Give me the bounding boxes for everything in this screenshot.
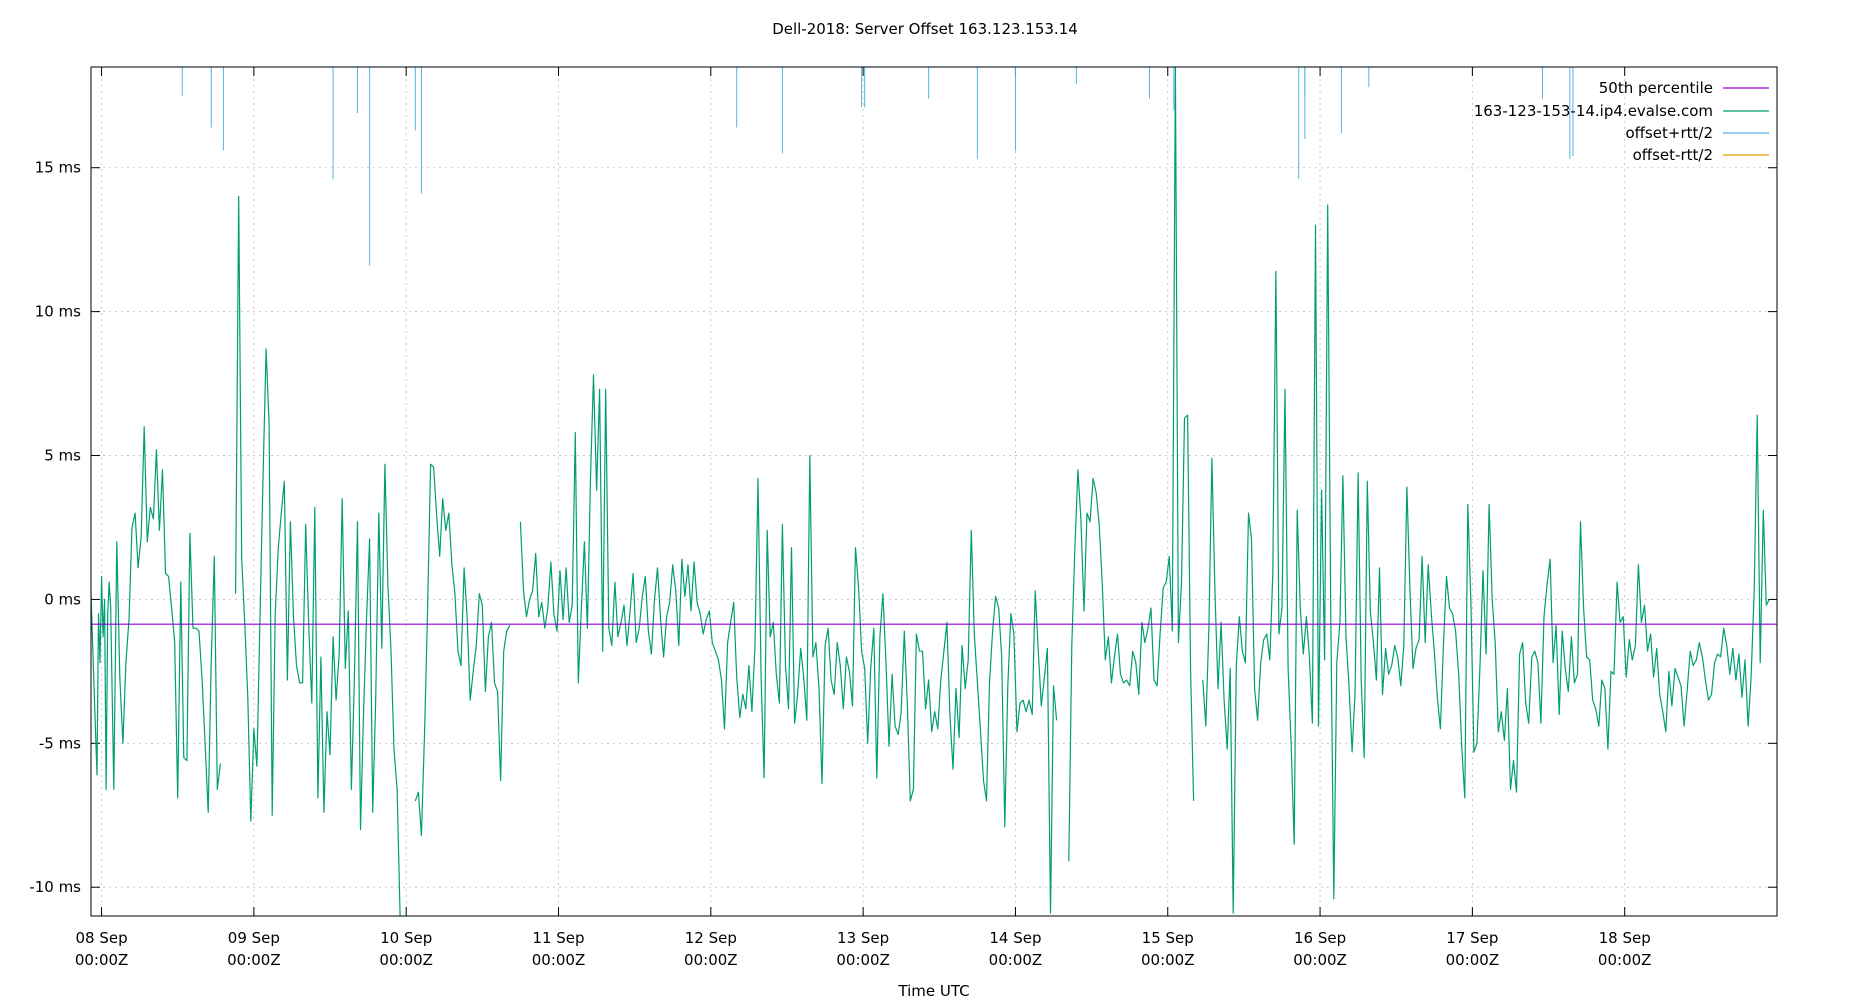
y-tick-label: -10 ms: [29, 878, 81, 896]
x-tick-date: 17 Sep: [1446, 929, 1498, 947]
x-axis-label: Time UTC: [897, 982, 969, 1000]
x-axis-ticks: 08 Sep 00:00Z 09 Sep 00:00Z 10 Sep 00:00Z 11 S…: [75, 67, 1652, 969]
plot-border: [90, 66, 1778, 917]
x-tick-time: 00:00Z: [1446, 951, 1500, 969]
x-tick-time: 00:00Z: [836, 951, 890, 969]
legend-label: 163-123-153-14.ip4.evalse.com: [1474, 102, 1713, 120]
legend-label: offset+rtt/2: [1625, 124, 1713, 142]
x-tick-date: 08 Sep: [76, 929, 128, 947]
offset-series-line: [414, 463, 511, 836]
x-tick-time: 00:00Z: [989, 951, 1043, 969]
y-tick-label: 5 ms: [44, 447, 81, 465]
legend-label: 50th percentile: [1599, 79, 1713, 97]
x-tick-date: 12 Sep: [685, 929, 737, 947]
legend-label: offset-rtt/2: [1633, 146, 1713, 164]
chart-title: Dell-2018: Server Offset 163.123.153.14: [772, 20, 1078, 38]
x-tick-time: 00:00Z: [1598, 951, 1652, 969]
x-tick-date: 09 Sep: [228, 929, 280, 947]
x-tick-time: 00:00Z: [379, 951, 433, 969]
offset-series-line: [91, 426, 221, 813]
x-tick-time: 00:00Z: [684, 951, 738, 969]
plot-area: [91, 67, 1777, 916]
y-tick-label: 15 ms: [35, 159, 81, 177]
grid: [91, 67, 1777, 916]
x-tick-time: 00:00Z: [75, 951, 129, 969]
offset-series-line: [1202, 204, 1770, 914]
x-tick-date: 16 Sep: [1294, 929, 1346, 947]
x-tick-time: 00:00Z: [532, 951, 586, 969]
x-tick-date: 15 Sep: [1142, 929, 1194, 947]
y-tick-label: 10 ms: [35, 303, 81, 321]
y-tick-label: 0 ms: [44, 590, 81, 608]
y-tick-label: -5 ms: [39, 734, 81, 752]
offset-series-line: [235, 195, 401, 916]
x-tick-date: 13 Sep: [837, 929, 889, 947]
x-tick-date: 18 Sep: [1599, 929, 1651, 947]
x-tick-time: 00:00Z: [1293, 951, 1347, 969]
x-tick-date: 10 Sep: [380, 929, 432, 947]
legend: 50th percentile 163-123-153-14.ip4.evalse…: [1474, 79, 1769, 164]
y-axis-ticks: 15 ms 10 ms 5 ms 0 ms -5 ms -10 ms: [29, 159, 1777, 896]
x-tick-time: 00:00Z: [1141, 951, 1195, 969]
offset-series-line: [1068, 67, 1195, 862]
x-tick-date: 11 Sep: [532, 929, 584, 947]
offset-series-line: [519, 374, 1058, 914]
x-tick-time: 00:00Z: [227, 951, 281, 969]
x-tick-date: 14 Sep: [989, 929, 1041, 947]
